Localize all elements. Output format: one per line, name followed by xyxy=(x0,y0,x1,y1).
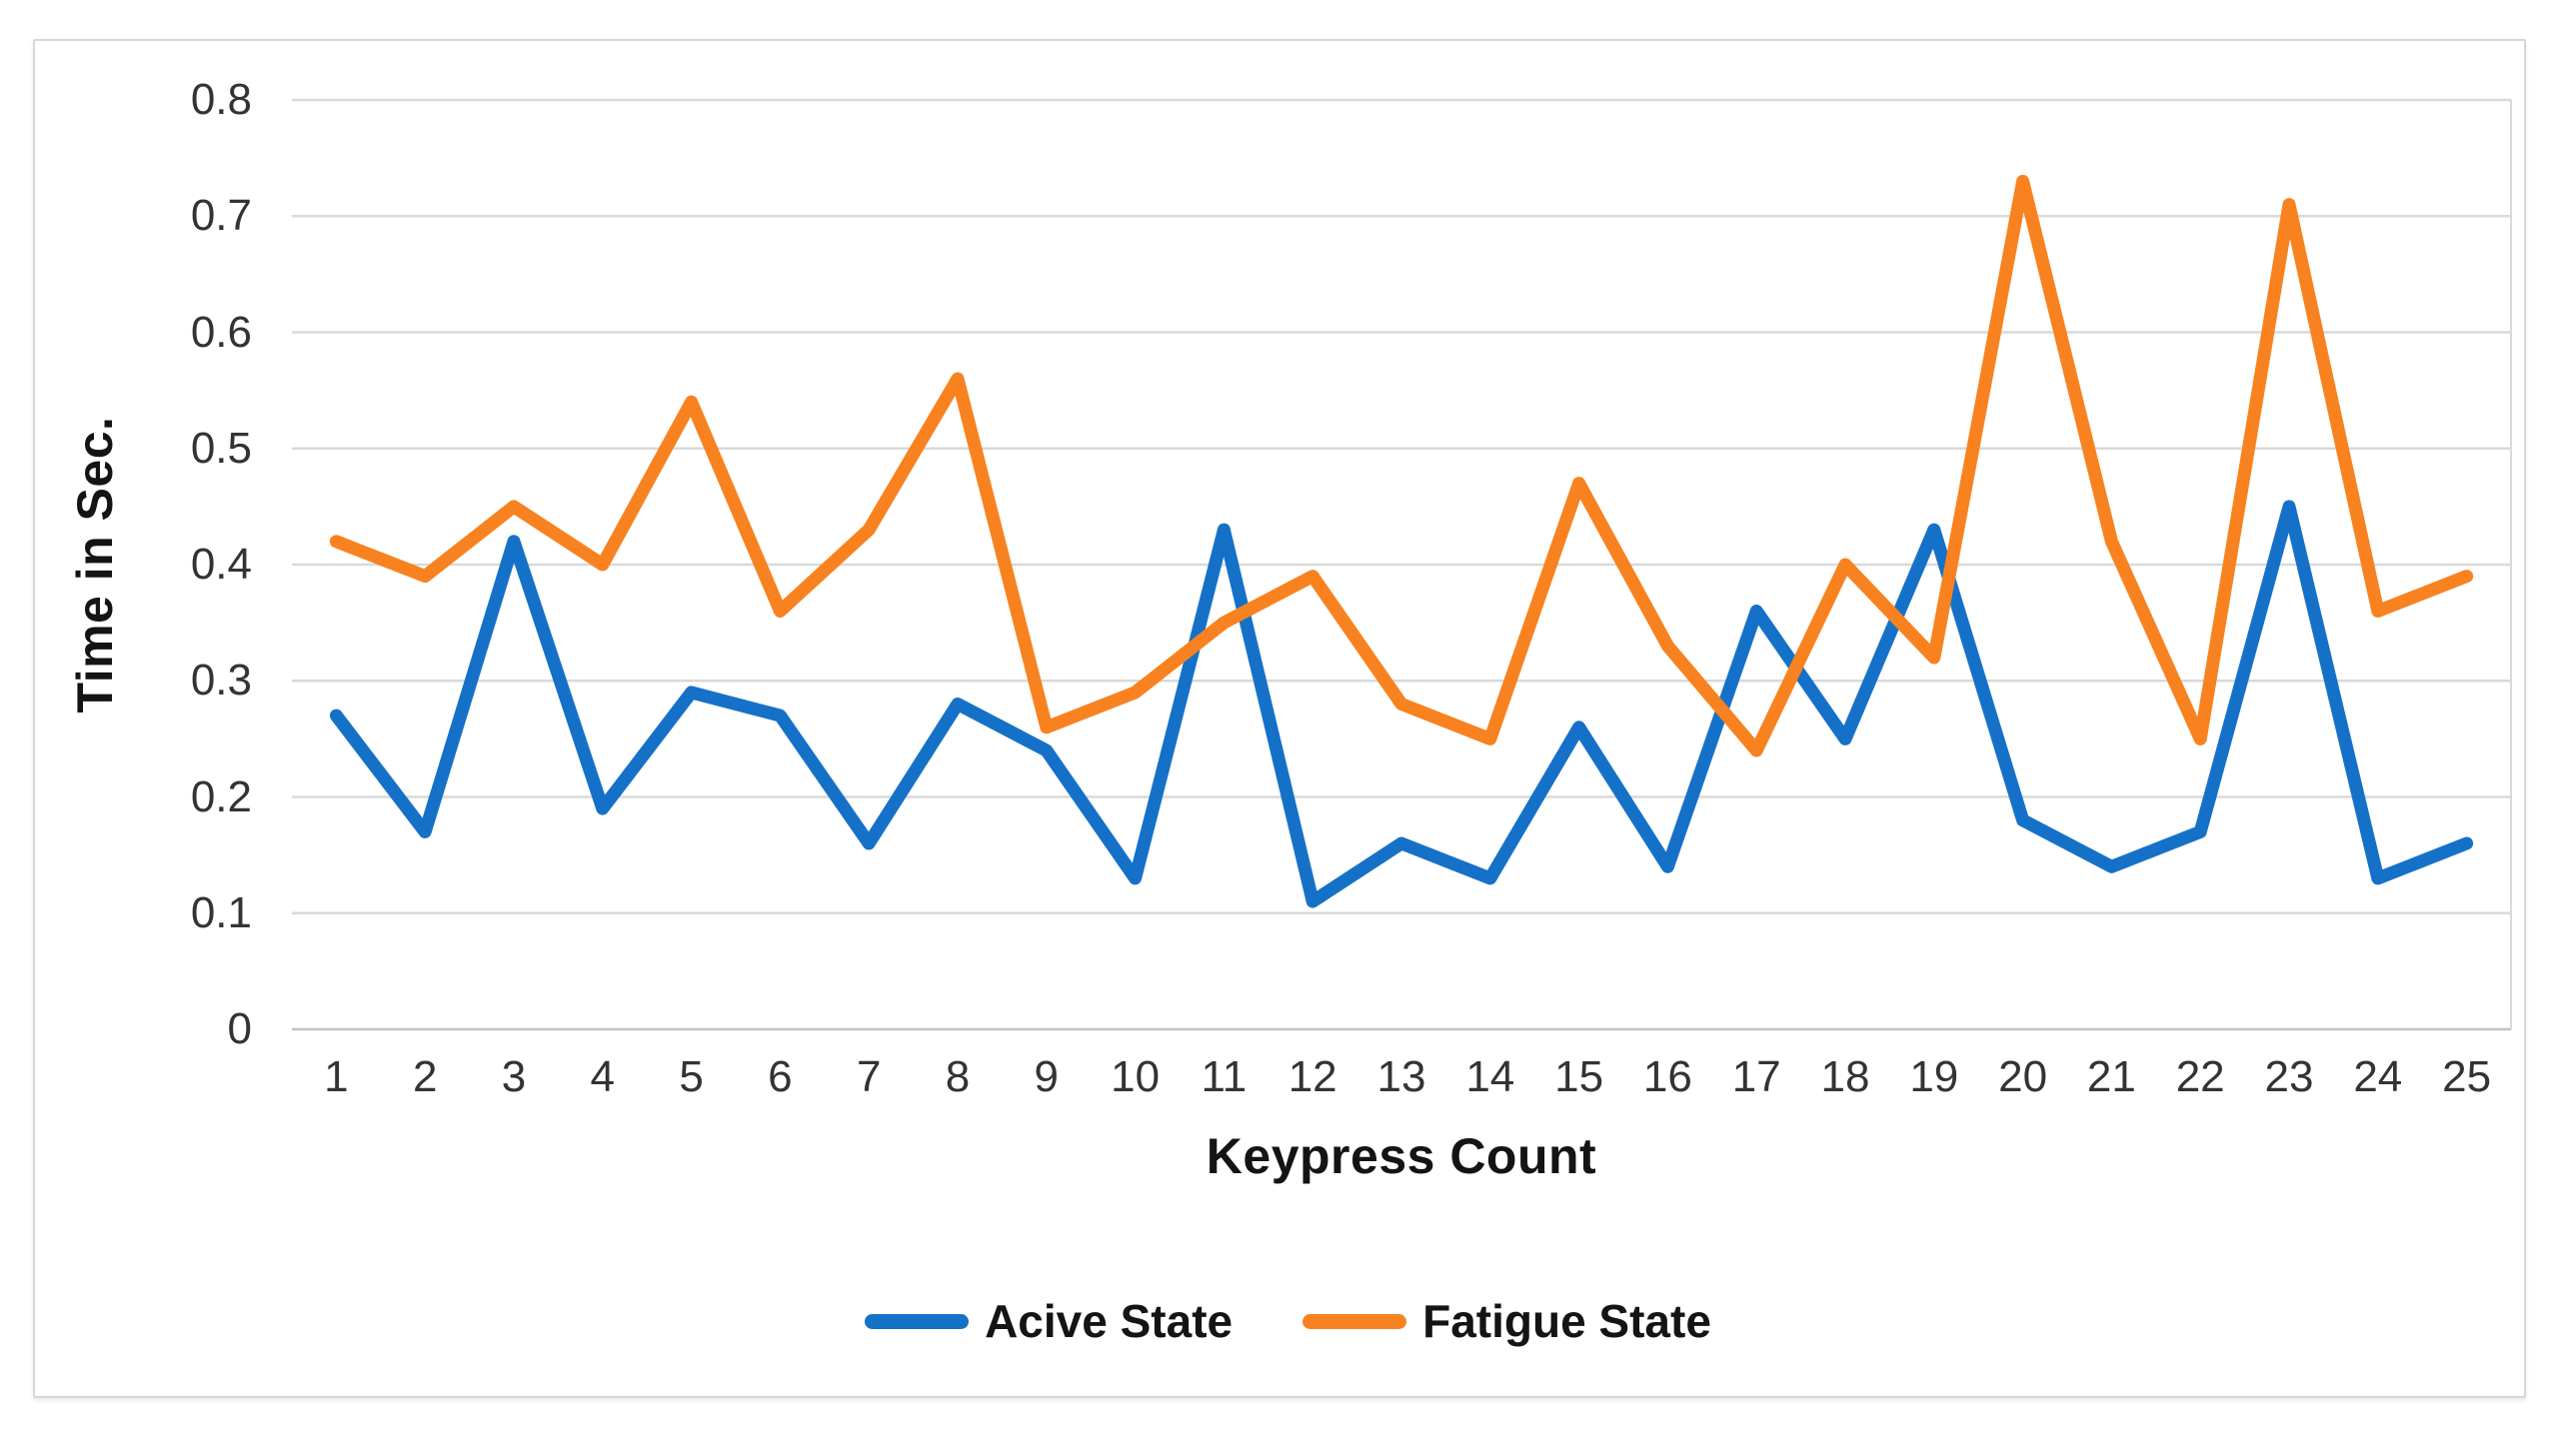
y-tick-label-0.8: 0.8 xyxy=(190,75,252,124)
x-tick-label-3: 3 xyxy=(501,1052,527,1101)
legend-item-fatigue-state: Fatigue State xyxy=(1302,1294,1711,1348)
y-tick-label-0.3: 0.3 xyxy=(190,656,252,706)
plot-area xyxy=(292,98,2512,1031)
x-tick-label-20: 20 xyxy=(1998,1052,2048,1101)
x-tick-label-19: 19 xyxy=(1909,1052,1959,1101)
x-tick-label-16: 16 xyxy=(1642,1052,1692,1101)
x-tick-label-11: 11 xyxy=(1201,1052,1248,1101)
x-tick-label-18: 18 xyxy=(1820,1052,1870,1101)
y-tick-label-0.5: 0.5 xyxy=(190,423,252,473)
x-tick-label-24: 24 xyxy=(2353,1052,2403,1101)
figure-frame xyxy=(33,39,2526,1398)
y-tick-label-0.6: 0.6 xyxy=(190,307,252,357)
y-tick-label-0.7: 0.7 xyxy=(190,191,252,241)
x-tick-label-6: 6 xyxy=(768,1052,793,1101)
x-tick-label-22: 22 xyxy=(2175,1052,2225,1101)
x-tick-label-8: 8 xyxy=(945,1052,971,1101)
x-tick-label-7: 7 xyxy=(856,1052,882,1101)
series-line-acive-state xyxy=(329,500,2474,908)
x-tick-label-17: 17 xyxy=(1731,1052,1781,1101)
line-chart-canvas xyxy=(292,98,2512,1031)
y-tick-label-0.4: 0.4 xyxy=(190,540,252,589)
chart-legend: Acive State Fatigue State xyxy=(0,1291,2576,1351)
legend-label: Acive State xyxy=(985,1295,1234,1347)
legend-swatch-acive-state xyxy=(865,1313,970,1329)
x-tick-label-1: 1 xyxy=(324,1052,349,1101)
x-tick-label-9: 9 xyxy=(1034,1052,1060,1101)
x-tick-label-10: 10 xyxy=(1111,1052,1161,1101)
x-tick-label-21: 21 xyxy=(2086,1052,2136,1101)
x-tick-label-25: 25 xyxy=(2442,1052,2492,1101)
x-tick-label-4: 4 xyxy=(590,1052,616,1101)
x-tick-label-12: 12 xyxy=(1288,1052,1337,1101)
y-tick-label-0.2: 0.2 xyxy=(190,771,252,821)
x-tick-label-5: 5 xyxy=(679,1052,704,1101)
y-tick-label-0: 0 xyxy=(227,1004,252,1053)
x-tick-label-15: 15 xyxy=(1554,1052,1604,1101)
x-tick-label-14: 14 xyxy=(1465,1052,1515,1101)
series-line-fatigue-state xyxy=(329,174,2474,757)
legend-item-acive-state: Acive State xyxy=(865,1294,1233,1348)
x-axis-title: Keypress Count xyxy=(1206,1128,1597,1184)
x-tick-label-13: 13 xyxy=(1376,1052,1426,1101)
x-tick-label-2: 2 xyxy=(412,1052,438,1101)
legend-label: Fatigue State xyxy=(1422,1295,1711,1347)
legend-swatch-fatigue-state xyxy=(1302,1313,1407,1329)
y-tick-label-0.1: 0.1 xyxy=(190,887,252,937)
x-tick-label-23: 23 xyxy=(2264,1052,2314,1101)
